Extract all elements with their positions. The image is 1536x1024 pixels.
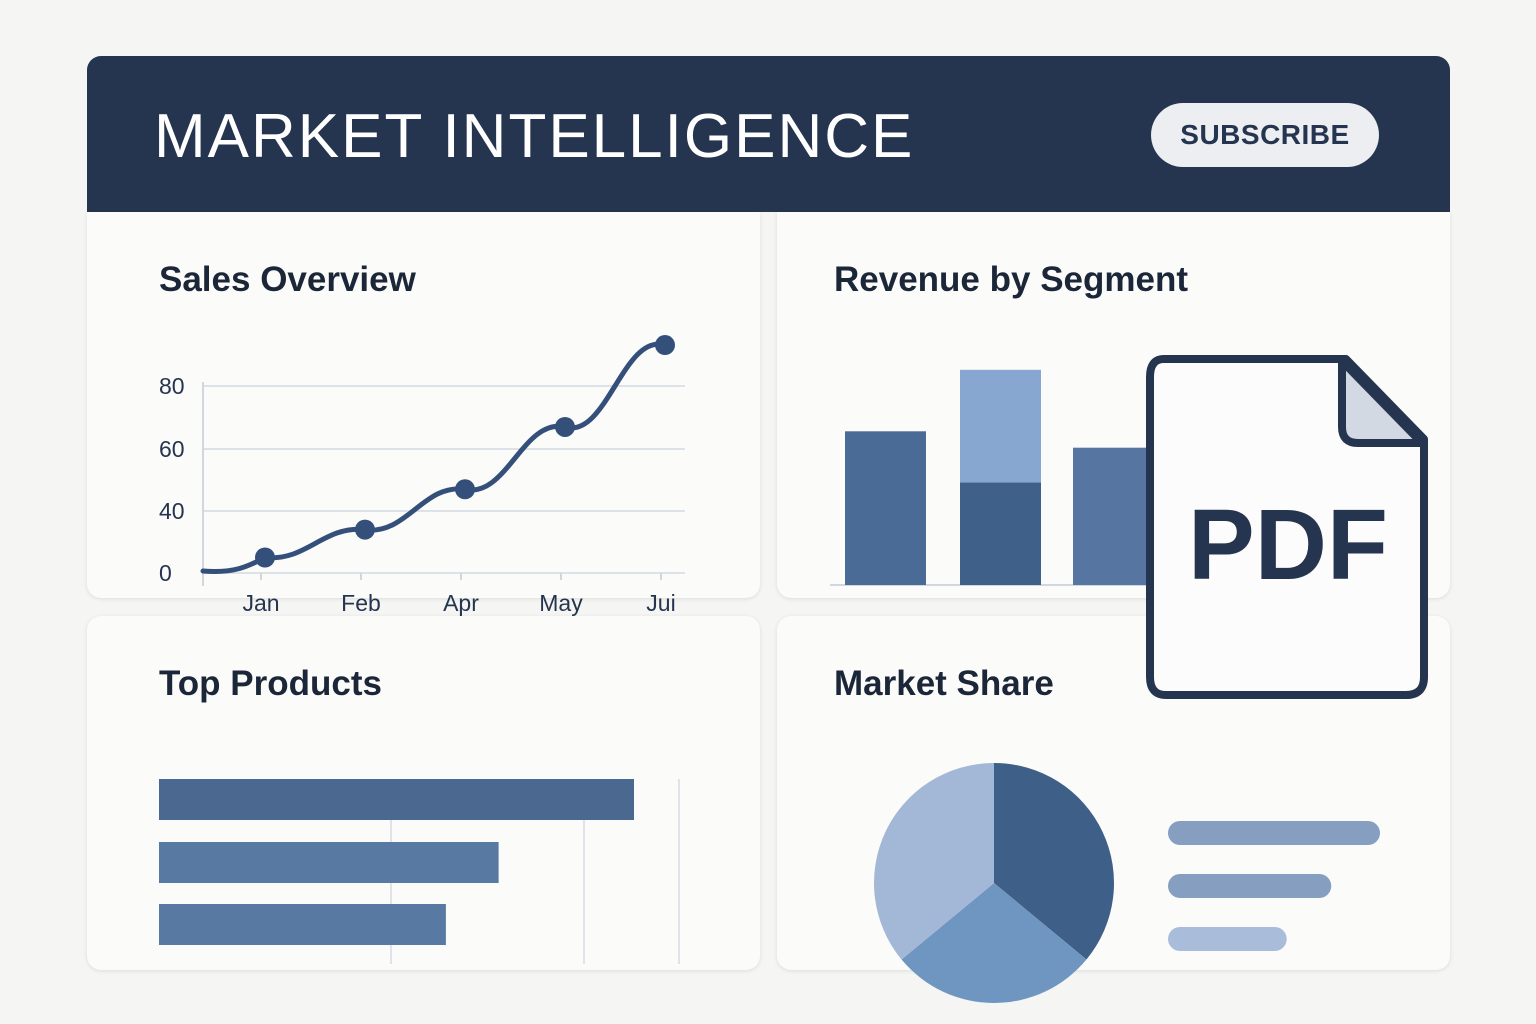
revenue-bar-chart [830,369,1157,586]
dashboard-frame: MARKET INTELLIGENCE SUBSCRIBE Sales Over… [87,56,1450,1003]
pie-slice [994,763,1114,960]
pie-slice [874,763,994,960]
legend-bar [1168,874,1332,898]
data-point [355,519,375,540]
legend-bar [1168,821,1380,845]
pdf-page-fold [1338,357,1426,447]
product-bar [159,904,446,945]
top-products-bar-chart [159,779,680,964]
market-share-title: Market Share [834,664,1054,703]
product-bar [159,842,499,883]
sales-overview-title: Sales Overview [159,260,416,299]
data-point [255,547,275,568]
revenue-bar-stack [960,369,1041,483]
x-tick-label: Apr [443,590,479,616]
sales-line-chart: 0 40 60 80 Jan Feb Apr May Jui [159,335,685,616]
data-point [655,335,675,356]
legend-bar [1168,927,1287,951]
revenue-bar [845,431,926,585]
top-products-title: Top Products [159,664,382,703]
pdf-file-icon[interactable]: PDF [1146,355,1430,701]
data-point [555,416,575,437]
data-point [455,479,475,500]
subscribe-button[interactable]: SUBSCRIBE [1151,103,1379,167]
header-bar: MARKET INTELLIGENCE SUBSCRIBE [87,56,1450,212]
app-title: MARKET INTELLIGENCE [154,102,915,171]
sales-series-line [200,341,668,575]
y-tick-label: 80 [159,373,185,399]
revenue-bar [960,482,1041,585]
pie-slice [901,883,1087,1003]
market-share-pie-chart [874,763,1380,1003]
top-products-card: Top Products [87,616,760,970]
pdf-label: PDF [1188,489,1388,601]
revenue-segment-title: Revenue by Segment [834,260,1188,299]
y-tick-label: 60 [159,436,185,462]
x-tick-label: Jan [242,590,279,616]
x-tick-label: Feb [341,590,381,616]
y-tick-label: 40 [159,498,185,524]
y-tick-label: 0 [159,560,172,586]
revenue-bar [1073,447,1154,585]
product-bar [159,779,634,820]
sales-overview-card: Sales Overview 0 40 60 80 Jan Feb Apr May Jui [87,212,760,616]
x-tick-label: May [539,590,583,616]
x-tick-label: Jui [646,590,675,616]
